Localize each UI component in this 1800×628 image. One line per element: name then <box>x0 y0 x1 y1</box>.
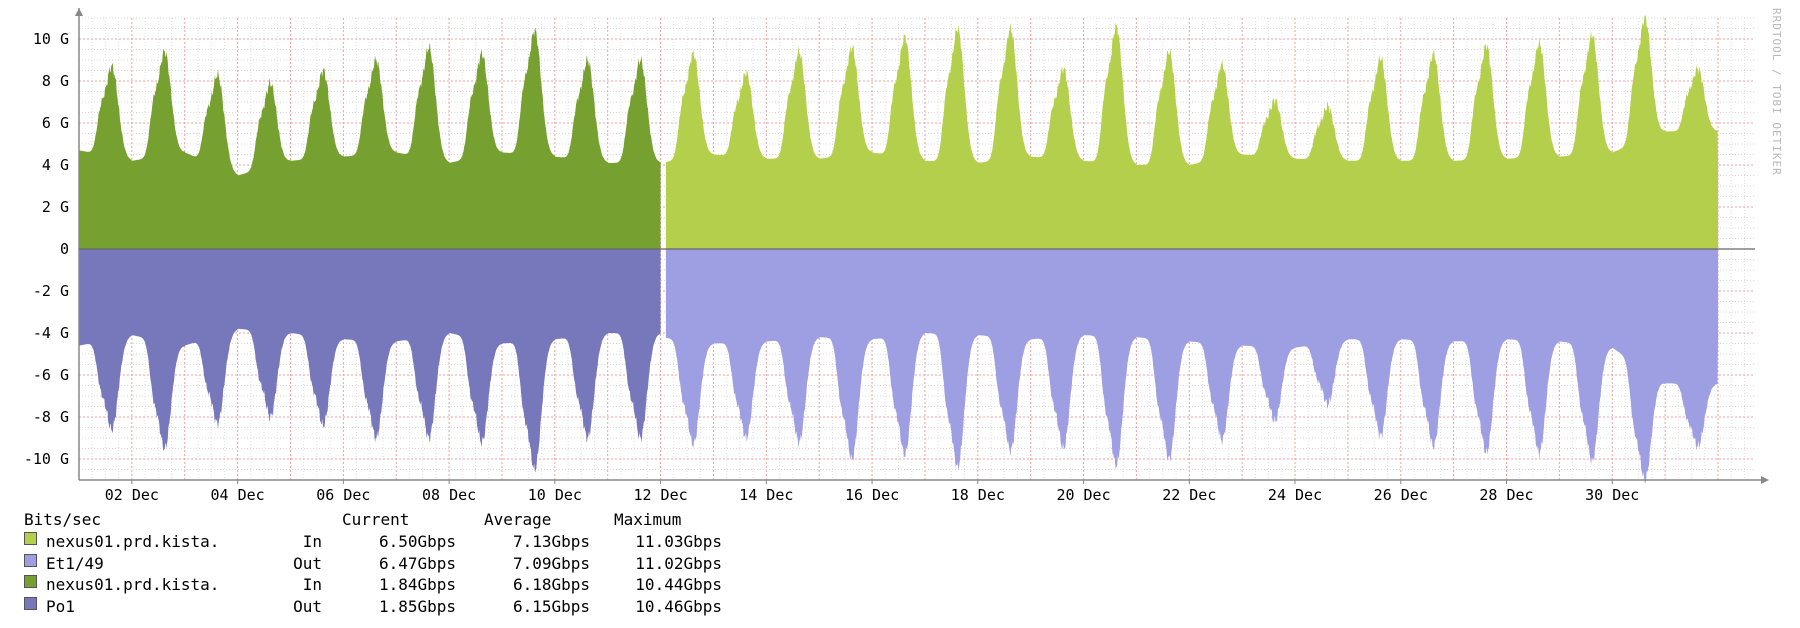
y-tick-label: -2 G <box>33 282 69 300</box>
x-axis-labels: 02 Dec 04 Dec 06 Dec 08 Dec 10 Dec 12 Dec 14 D… <box>105 486 1640 504</box>
y-axis-arrow <box>75 8 83 16</box>
y-tick-label: 4 G <box>42 156 69 174</box>
x-tick-label: 18 Dec <box>951 486 1005 504</box>
traffic-chart: 10 G 8 G 6 G 4 G 2 G 0 -2 G -4 G -6 G -8 G -10 G 0… <box>24 8 1769 504</box>
x-tick-label: 28 Dec <box>1479 486 1533 504</box>
legend-current-value: 6.50Gbps <box>378 532 456 551</box>
legend-swatch <box>24 532 37 545</box>
legend-swatch <box>24 596 37 610</box>
series-area <box>79 249 661 473</box>
y-tick-label: 2 G <box>42 198 69 216</box>
x-tick-label: 14 Dec <box>739 486 793 504</box>
legend-current-value: 1.85Gbps <box>378 596 456 616</box>
x-tick-label: 08 Dec <box>422 486 476 504</box>
legend-direction: Out <box>293 553 322 573</box>
legend-direction: In <box>302 532 322 551</box>
legend-average-value: 7.13Gbps <box>512 532 590 551</box>
y-tick-label: -10 G <box>24 450 69 468</box>
legend-maximum-value: 10.46Gbps <box>635 596 722 616</box>
legend-average-value: 7.09Gbps <box>512 553 590 573</box>
x-tick-label: 06 Dec <box>316 486 370 504</box>
series-area <box>665 14 1718 249</box>
legend-series-name: nexus01.prd.kista. <box>46 575 220 594</box>
x-tick-label: 22 Dec <box>1162 486 1216 504</box>
rrdtool-watermark: RRDTOOL / TOBI OETIKER <box>1770 8 1783 176</box>
legend-direction: In <box>302 575 322 594</box>
y-tick-label: 8 G <box>42 72 69 90</box>
legend-series-name: Et1/49 <box>46 553 104 573</box>
x-tick-label: 04 Dec <box>211 486 265 504</box>
legend-maximum-value: 11.03Gbps <box>635 532 722 551</box>
y-tick-label: -6 G <box>33 366 69 384</box>
legend-swatch <box>24 553 37 567</box>
x-tick-label: 20 Dec <box>1056 486 1110 504</box>
y-tick-label: -8 G <box>33 408 69 426</box>
legend-current-value: 6.47Gbps <box>378 553 456 573</box>
series-area <box>665 249 1718 484</box>
y-tick-label: -4 G <box>33 324 69 342</box>
legend-col-average: Average <box>484 510 552 529</box>
legend-col-maximum: Maximum <box>614 510 682 529</box>
legend-swatch <box>24 575 37 588</box>
x-tick-label: 10 Dec <box>528 486 582 504</box>
x-tick-label: 24 Dec <box>1268 486 1322 504</box>
legend-direction: Out <box>293 596 322 616</box>
x-tick-label: 12 Dec <box>633 486 687 504</box>
y-tick-label: 6 G <box>42 114 69 132</box>
x-axis-arrow <box>1761 476 1769 484</box>
y-axis-labels: 10 G 8 G 6 G 4 G 2 G 0 -2 G -4 G -6 G -8 G -10 G <box>24 30 69 468</box>
legend-maximum-value: 10.44Gbps <box>635 575 722 594</box>
x-tick-label: 16 Dec <box>845 486 899 504</box>
x-tick-label: 30 Dec <box>1585 486 1639 504</box>
legend-series-name: Po1 <box>46 596 75 616</box>
y-tick-label: 10 G <box>33 30 69 48</box>
legend-series-name: nexus01.prd.kista. <box>46 532 220 551</box>
chart-areas <box>79 14 1718 484</box>
legend-average-value: 6.15Gbps <box>512 596 590 616</box>
legend-col-current: Current <box>342 510 410 529</box>
legend-maximum-value: 11.02Gbps <box>635 553 722 573</box>
chart-axes <box>75 8 1769 484</box>
series-area <box>79 27 661 249</box>
x-tick-label: 26 Dec <box>1374 486 1428 504</box>
y-tick-label: 0 <box>60 240 69 258</box>
legend-average-value: 6.18Gbps <box>512 575 590 594</box>
legend-unit-label: Bits/sec <box>24 510 102 529</box>
legend-current-value: 1.84Gbps <box>378 575 456 594</box>
x-tick-label: 02 Dec <box>105 486 159 504</box>
